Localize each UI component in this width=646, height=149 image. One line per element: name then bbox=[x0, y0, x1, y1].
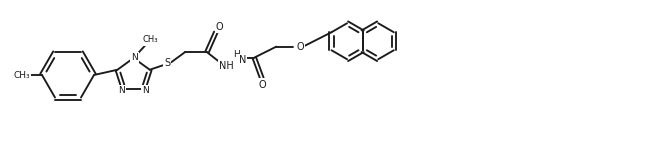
Text: O: O bbox=[216, 22, 224, 32]
Text: CH₃: CH₃ bbox=[143, 35, 158, 45]
Text: O: O bbox=[297, 42, 304, 52]
Text: S: S bbox=[164, 58, 171, 68]
Text: N: N bbox=[239, 55, 246, 65]
Text: N: N bbox=[142, 86, 149, 95]
Text: N: N bbox=[131, 53, 138, 62]
Text: NH: NH bbox=[219, 61, 234, 71]
Text: H: H bbox=[233, 50, 240, 59]
Text: O: O bbox=[258, 80, 266, 90]
Text: N: N bbox=[118, 86, 125, 95]
Text: CH₃: CH₃ bbox=[14, 70, 30, 80]
